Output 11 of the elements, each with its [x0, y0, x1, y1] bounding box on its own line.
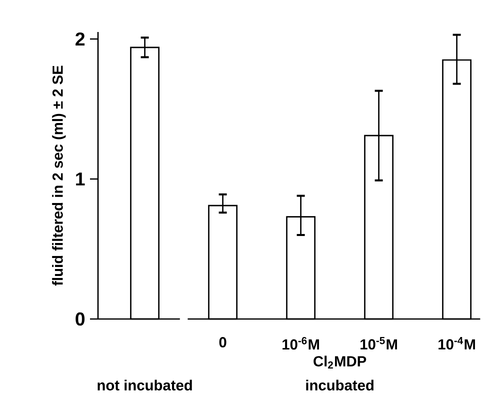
- x-tick-label: 10$^{-4}$M: [438, 337, 475, 350]
- y-axis-title: fluid filtered in 2 sec (ml) ± 2 SE: [52, 66, 66, 286]
- text: not incubated: [98, 380, 192, 390]
- y-tick-label: 1: [76, 172, 85, 186]
- x-axis-title: Cl$_{2}$MDP: [314, 356, 366, 369]
- y-tick-label: 0: [76, 312, 85, 326]
- x-tick-label: 10$^{-6}$M: [282, 337, 319, 350]
- x-tick-label: 0: [219, 337, 226, 348]
- y-tick-label: 2: [76, 32, 85, 46]
- text: incubated: [306, 380, 374, 390]
- x-tick-label: 10$^{-5}$M: [360, 337, 397, 350]
